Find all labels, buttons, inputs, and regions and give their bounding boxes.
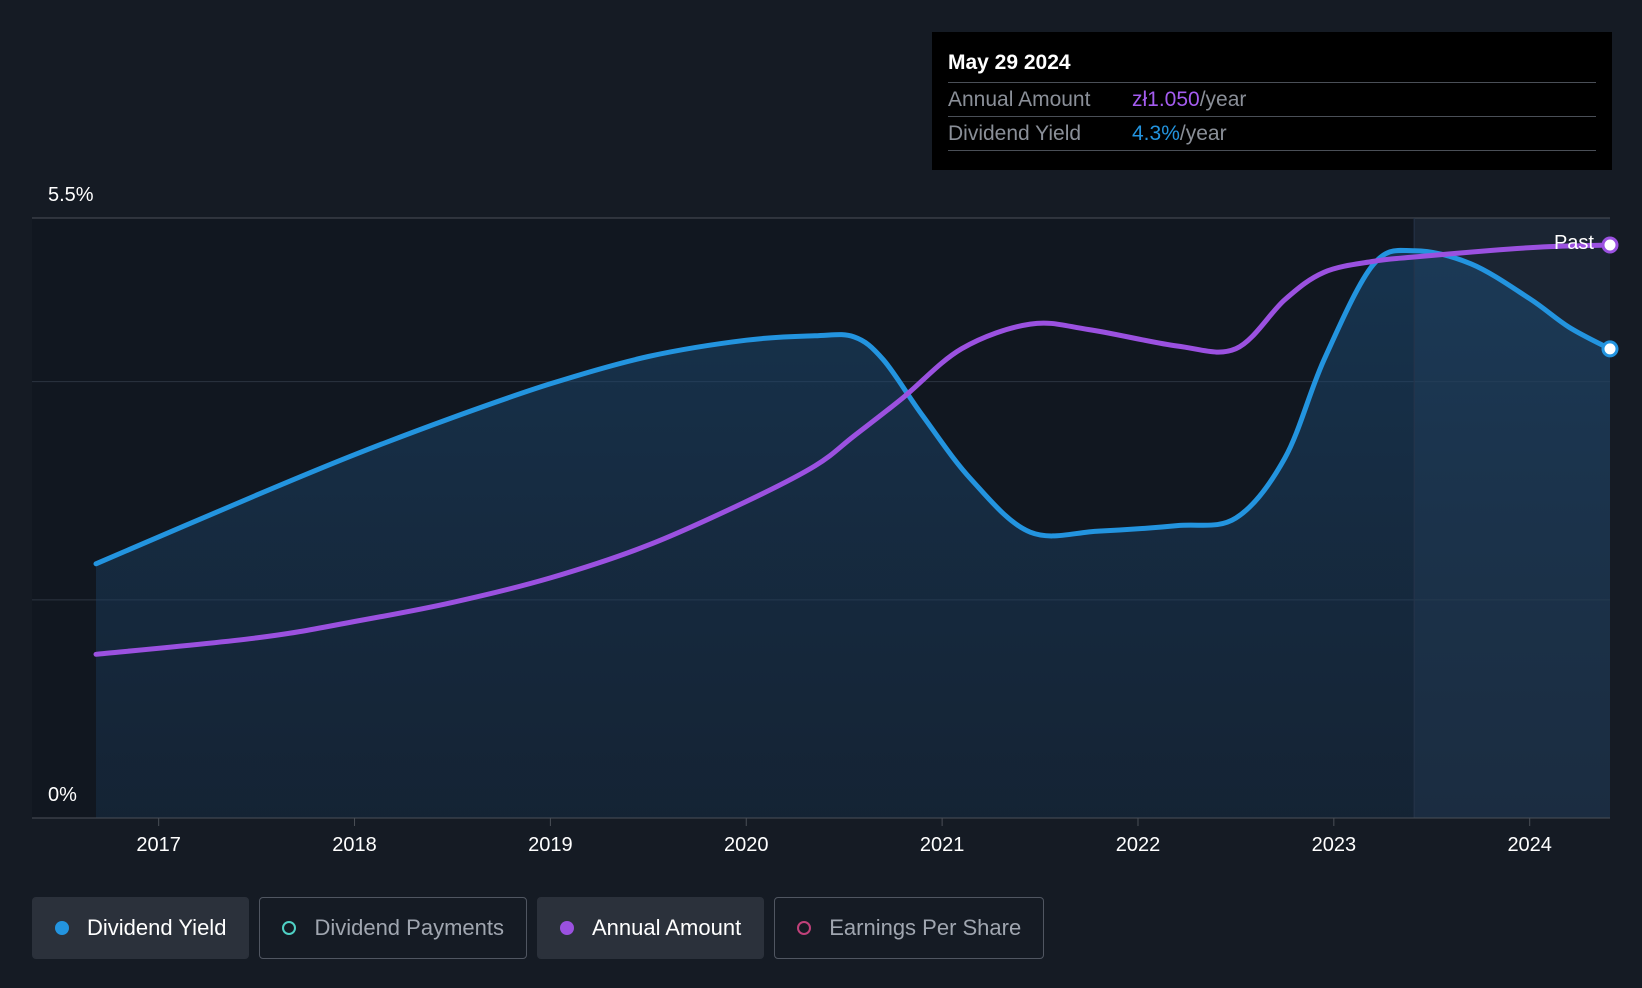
annual-amount-line[interactable] <box>93 242 1613 657</box>
legend-dividend-yield[interactable]: Dividend Yield <box>32 897 250 959</box>
x-tick-label-2017: 2017 <box>136 834 181 856</box>
dividend-yield-area <box>96 250 1610 819</box>
tooltip-date: May 29 2024 <box>948 51 1071 74</box>
x-tick-label-2020: 2020 <box>724 834 769 856</box>
tooltip: May 29 2024 Annual Amount zł1.050/year D… <box>932 32 1612 170</box>
dividend-yield-endpoint[interactable] <box>1601 340 1619 358</box>
legend-dividend-yield-dot-icon <box>55 921 69 935</box>
tooltip-dividend-yield-unit: /year <box>1179 121 1227 145</box>
legend-dividend-yield-label: Dividend Yield <box>87 915 227 940</box>
legend-dividend-payments-ring-icon <box>282 921 297 935</box>
tooltip-row-dividend-yield: Dividend Yield 4.3%/year <box>948 116 1596 151</box>
tooltip-annual-amount-value: zł1.050 <box>1132 87 1200 111</box>
tooltip-row-annual-amount: Annual Amount zł1.050/year <box>948 82 1596 116</box>
x-tick-label-2019: 2019 <box>528 834 573 856</box>
legend-earnings-per-share-label: Earnings Per Share <box>829 915 1022 940</box>
dividend-yield-line[interactable] <box>93 247 1613 567</box>
x-tick-label-2018: 2018 <box>332 834 377 856</box>
legend-annual-amount[interactable]: Annual Amount <box>536 897 765 959</box>
tooltip-dividend-yield-value: 4.3% <box>1132 121 1180 145</box>
legend-annual-amount-dot-icon <box>559 921 574 935</box>
legend-earnings-per-share[interactable]: Earnings Per Share <box>774 897 1045 959</box>
past-label: Past <box>1554 232 1594 254</box>
y-label-bottom: 0% <box>48 784 77 806</box>
x-tick-label-2023: 2023 <box>1312 834 1357 856</box>
legend: Dividend Yield Dividend Payments Annual … <box>32 897 1045 959</box>
legend-dividend-payments-label: Dividend Payments <box>314 915 504 940</box>
x-tick-label-2024: 2024 <box>1507 834 1552 856</box>
y-label-top: 5.5% <box>48 184 94 206</box>
legend-annual-amount-label: Annual Amount <box>591 915 742 940</box>
x-tick-label-2021: 2021 <box>920 834 965 856</box>
tooltip-dividend-yield-label: Dividend Yield <box>948 121 1082 145</box>
annual-amount-endpoint[interactable] <box>1601 236 1619 254</box>
x-tick-label-2022: 2022 <box>1116 834 1161 856</box>
tooltip-annual-amount-label: Annual Amount <box>948 87 1091 111</box>
legend-earnings-per-share-ring-icon <box>797 921 812 935</box>
legend-dividend-payments[interactable]: Dividend Payments <box>259 897 527 959</box>
tooltip-annual-amount-unit: /year <box>1199 87 1247 111</box>
